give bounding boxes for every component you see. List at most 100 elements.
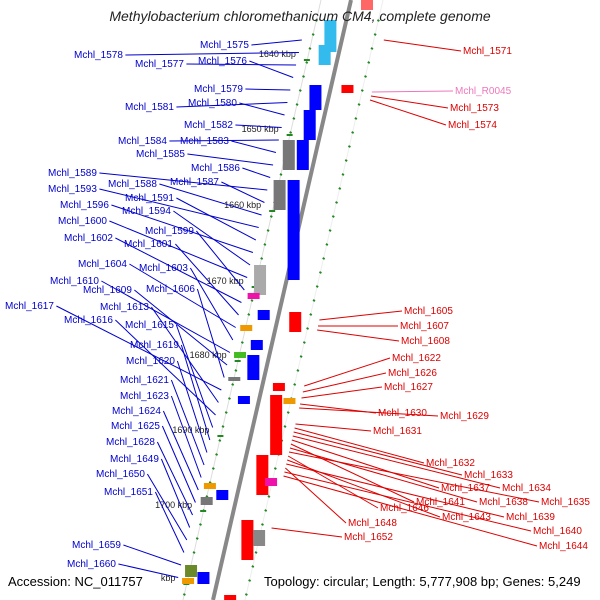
minus-gene-label: Mchl_1571 — [463, 46, 512, 57]
minor-tick-outer — [261, 523, 264, 526]
minor-tick-inner — [231, 383, 235, 386]
gene-box — [200, 497, 213, 505]
plus-arrow — [257, 310, 270, 320]
plus-gene-label: Mchl_1609 — [83, 285, 132, 296]
plus-gene-label: Mchl_1606 — [146, 284, 195, 295]
plus-gene-label: Mchl_1623 — [120, 391, 169, 402]
plus-leader-line — [170, 395, 202, 478]
plus-leader-line — [99, 172, 268, 191]
plus-leader-line — [196, 230, 245, 291]
plus-gene-label: Mchl_1599 — [145, 226, 194, 237]
minus-gene-label: Mchl_1643 — [442, 512, 491, 523]
minor-tick-inner — [311, 33, 315, 36]
minus-leader-line — [287, 459, 441, 518]
minus-gene-label: Mchl_1644 — [539, 541, 588, 552]
plus-gene-label: Mchl_1594 — [122, 206, 171, 217]
plus-gene-label: Mchl_1601 — [124, 239, 173, 250]
minor-tick-outer — [312, 299, 316, 302]
plus-leader-line — [111, 204, 254, 253]
minor-tick-inner — [224, 411, 228, 414]
plus-gene-label: Mchl_1577 — [135, 59, 184, 70]
tick-label: 1670 kbp — [207, 276, 244, 286]
plus-leader-line — [162, 410, 199, 491]
minus-arrow — [270, 395, 283, 455]
minor-tick-inner — [240, 341, 244, 344]
minor-tick-inner — [211, 467, 215, 470]
minus-leader-line — [317, 329, 400, 342]
plus-arrow — [303, 110, 316, 140]
accession-label: Accession: NC_011757 — [8, 574, 147, 589]
tick-label: 1650 kbp — [242, 124, 279, 134]
minus-gene-label: Mchl_1634 — [502, 483, 551, 494]
map-title: Methylobacterium chloromethanicum CM4, c… — [109, 8, 491, 24]
plus-leader-line — [123, 544, 182, 566]
plus-leader-line — [150, 306, 219, 403]
minor-tick-outer — [367, 61, 371, 64]
minor-tick-outer — [302, 341, 306, 344]
minus-arrow — [224, 595, 237, 600]
plus-gene-label: Mchl_1575 — [200, 40, 249, 51]
minor-tick-inner — [195, 537, 199, 540]
plus-gene-label: Mchl_1576 — [198, 56, 247, 67]
minor-tick-inner — [292, 117, 296, 120]
plus-gene-label: Mchl_1581 — [125, 102, 174, 113]
minor-tick-inner — [263, 243, 267, 246]
minor-tick-inner — [298, 89, 302, 92]
plus-gene-label: Mchl_1613 — [100, 302, 149, 313]
plus-leader-line — [239, 102, 285, 116]
minus-leader-line — [287, 455, 379, 509]
plus-gene-label: Mchl_1591 — [125, 193, 174, 204]
plus-gene-label: Mchl_1600 — [58, 216, 107, 227]
plus-leader-line — [125, 52, 299, 56]
plus-arrow — [216, 490, 229, 500]
minor-tick-outer — [309, 313, 313, 316]
minor-tick-outer — [283, 425, 287, 428]
minor-tick-inner — [199, 523, 202, 526]
plus-gene-label: Mchl_1584 — [118, 136, 167, 147]
minus-arrow — [341, 85, 354, 93]
minor-tick-outer — [299, 355, 303, 358]
tick-label: 1680 kbp — [190, 350, 227, 360]
plus-leader-line — [109, 220, 248, 278]
minor-tick-outer — [325, 243, 329, 246]
plus-arrow — [197, 572, 210, 584]
minor-tick-outer — [322, 257, 326, 260]
plus-arrow — [237, 396, 250, 404]
plus-leader-line — [186, 63, 297, 66]
minus-arrow — [289, 312, 302, 332]
minor-tick-outer — [315, 285, 319, 288]
minus-leader-line — [283, 475, 538, 547]
plus-gene-label: Mchl_1625 — [111, 421, 160, 432]
plus-leader-line — [221, 181, 265, 203]
plus-leader-line — [175, 243, 239, 316]
minor-tick-inner — [295, 103, 299, 106]
plus-leader-line — [176, 360, 208, 453]
minus-leader-line — [290, 443, 415, 503]
minor-tick-outer — [248, 579, 252, 582]
minor-tick-inner — [266, 229, 270, 232]
minor-tick-outer — [341, 173, 345, 176]
minor-tick-outer — [251, 565, 255, 568]
minus-leader-line — [369, 99, 447, 126]
plus-leader-line — [251, 39, 302, 46]
minus-gene-label: Mchl_1638 — [479, 497, 528, 508]
minus-arrow — [253, 530, 266, 546]
plus-gene-label: Mchl_1583 — [180, 136, 229, 147]
plus-gene-label: Mchl_1602 — [64, 233, 113, 244]
plus-leader-line — [249, 60, 294, 78]
minus-leader-line — [271, 527, 343, 538]
minor-tick-inner — [308, 47, 312, 50]
minor-tick-outer — [273, 467, 277, 470]
minor-tick-inner — [221, 425, 225, 428]
gene-box — [182, 578, 195, 584]
plus-leader-line — [173, 210, 251, 266]
minor-tick-outer — [335, 201, 338, 204]
minus-leader-line — [293, 431, 463, 476]
plus-arrow — [309, 85, 322, 110]
plus-leader-line — [231, 140, 277, 153]
genome-backbone — [211, 0, 353, 600]
minor-tick-inner — [305, 61, 309, 64]
minus-gene-label: Mchl_1631 — [373, 426, 422, 437]
minus-leader-line — [284, 471, 532, 532]
